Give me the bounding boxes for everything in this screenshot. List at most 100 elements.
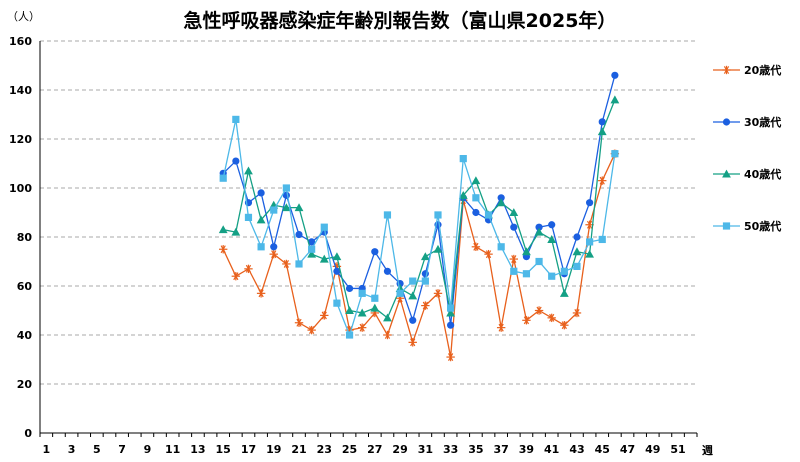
data-point-40歳代-week-34: [458, 190, 468, 199]
data-point-20歳代-week-35: [471, 242, 481, 251]
legend-layer: 20歳代 30歳代 40歳代 50歳代: [713, 63, 781, 233]
data-point-30歳代-week-45: [598, 118, 606, 126]
data-point-20歳代-week-39: [522, 316, 531, 325]
data-point-50歳代-week-33: [447, 304, 455, 312]
series-50歳代: [219, 115, 619, 339]
data-point-40歳代-week-27: [370, 303, 380, 312]
x-tick-label-3: 3: [68, 443, 76, 456]
data-point-20歳代-week-23: [320, 311, 329, 320]
data-point-20歳代-week-20: [282, 259, 291, 269]
data-point-20歳代-week-43: [572, 308, 582, 318]
series-line-30歳代: [222, 75, 616, 326]
data-point-40歳代-week-43: [572, 247, 582, 256]
data-point-50歳代-week-38: [510, 267, 518, 275]
x-tick-label-27: 27: [367, 443, 382, 456]
data-point-50歳代-week-36: [484, 211, 493, 219]
data-point-30歳代-week-41: [548, 221, 556, 229]
data-point-40歳代-week-35: [471, 176, 481, 185]
x-tick-label-43: 43: [569, 443, 584, 456]
data-point-50歳代-week-24: [333, 299, 341, 307]
data-point-40歳代-week-18: [256, 215, 266, 224]
legend-marker-40歳代: [722, 169, 731, 178]
data-point-40歳代-week-28: [383, 313, 392, 322]
x-tick-label-1: 1: [42, 443, 50, 456]
data-point-20歳代-week-19: [269, 249, 278, 259]
data-point-40歳代-week-32: [433, 244, 443, 253]
data-point-50歳代-week-42: [560, 267, 568, 275]
data-point-20歳代-week-17: [244, 264, 253, 274]
data-point-50歳代-week-19: [270, 206, 278, 214]
data-point-50歳代-week-15: [219, 174, 227, 182]
data-point-50歳代-week-20: [282, 184, 290, 192]
data-point-30歳代-week-38: [510, 223, 518, 231]
x-tick-label-23: 23: [317, 443, 332, 456]
data-point-40歳代-week-38: [509, 208, 519, 217]
data-point-20歳代-week-21: [294, 318, 304, 327]
data-point-30歳代-week-24: [333, 267, 341, 275]
x-tick-label-45: 45: [595, 443, 610, 456]
data-point-50歳代-week-44: [586, 238, 594, 246]
data-point-50歳代-week-22: [308, 245, 316, 253]
legend-marker-50歳代: [722, 222, 731, 230]
legend-item-50歳代: 50歳代: [713, 219, 781, 233]
data-point-20歳代-week-36: [484, 249, 493, 259]
data-point-40歳代-week-37: [496, 198, 506, 207]
data-point-30歳代-week-44: [586, 199, 594, 207]
data-point-40歳代-week-31: [420, 252, 430, 261]
data-point-20歳代-week-42: [560, 321, 569, 330]
data-point-50歳代-week-37: [497, 243, 505, 251]
y-tick-label-20: 20: [17, 378, 33, 391]
data-point-50歳代-week-45: [598, 235, 606, 244]
data-point-30歳代-week-25: [345, 284, 354, 293]
x-tick-label-5: 5: [93, 443, 101, 456]
data-point-50歳代-week-40: [535, 257, 543, 266]
data-point-30歳代-week-40: [535, 223, 543, 231]
data-point-40歳代-week-44: [585, 249, 595, 258]
data-point-50歳代-week-26: [358, 289, 366, 297]
series-line-40歳代: [223, 99, 616, 319]
data-point-30歳代-week-33: [447, 321, 455, 329]
x-tick-label-21: 21: [291, 443, 306, 456]
data-point-20歳代-week-28: [383, 330, 392, 340]
x-tick-label-29: 29: [392, 443, 407, 456]
data-point-40歳代-week-39: [522, 247, 531, 256]
x-tick-label-35: 35: [468, 443, 483, 456]
legend-label-50歳代: 50歳代: [744, 219, 781, 233]
data-point-40歳代-week-25: [345, 306, 354, 315]
y-tick-label-100: 100: [9, 182, 32, 195]
data-point-50歳代-week-31: [421, 277, 429, 285]
data-point-20歳代-week-16: [231, 272, 241, 281]
data-point-40歳代-week-41: [547, 235, 557, 243]
data-point-40歳代-week-26: [357, 308, 367, 317]
data-point-40歳代-week-45: [597, 127, 607, 136]
data-point-40歳代-week-21: [294, 203, 304, 212]
legend-item-30歳代: 30歳代: [713, 115, 781, 129]
data-point-50歳代-week-35: [472, 194, 480, 202]
x-tick-label-49: 49: [645, 443, 660, 456]
data-point-20歳代-week-40: [534, 306, 544, 315]
data-point-50歳代-week-34: [459, 155, 467, 163]
y-tick-label-140: 140: [9, 84, 32, 97]
data-point-50歳代-week-17: [244, 213, 253, 221]
data-point-50歳代-week-28: [383, 211, 392, 219]
legend-marker-30歳代: [722, 118, 731, 126]
data-point-50歳代-week-27: [371, 294, 379, 302]
data-point-30歳代-week-21: [295, 230, 303, 239]
data-point-40歳代-week-20: [281, 203, 291, 212]
data-point-40歳代-week-17: [244, 166, 253, 175]
data-point-30歳代-week-46: [611, 71, 619, 79]
data-point-20歳代-week-30: [408, 338, 417, 347]
data-point-50歳代-week-32: [434, 211, 442, 219]
data-point-30歳代-week-19: [270, 243, 278, 251]
x-tick-label-51: 51: [670, 443, 685, 456]
data-point-30歳代-week-27: [371, 248, 379, 256]
data-point-40歳代-week-16: [231, 227, 241, 236]
data-point-50歳代-week-23: [320, 223, 328, 231]
x-tick-label-37: 37: [494, 443, 509, 456]
data-point-30歳代-week-22: [308, 238, 316, 246]
x-tick-label-17: 17: [241, 443, 256, 456]
chart-title: 急性呼吸器感染症年齢別報告数（富山県2025年）: [184, 9, 617, 32]
data-point-30歳代-week-16: [232, 157, 240, 165]
